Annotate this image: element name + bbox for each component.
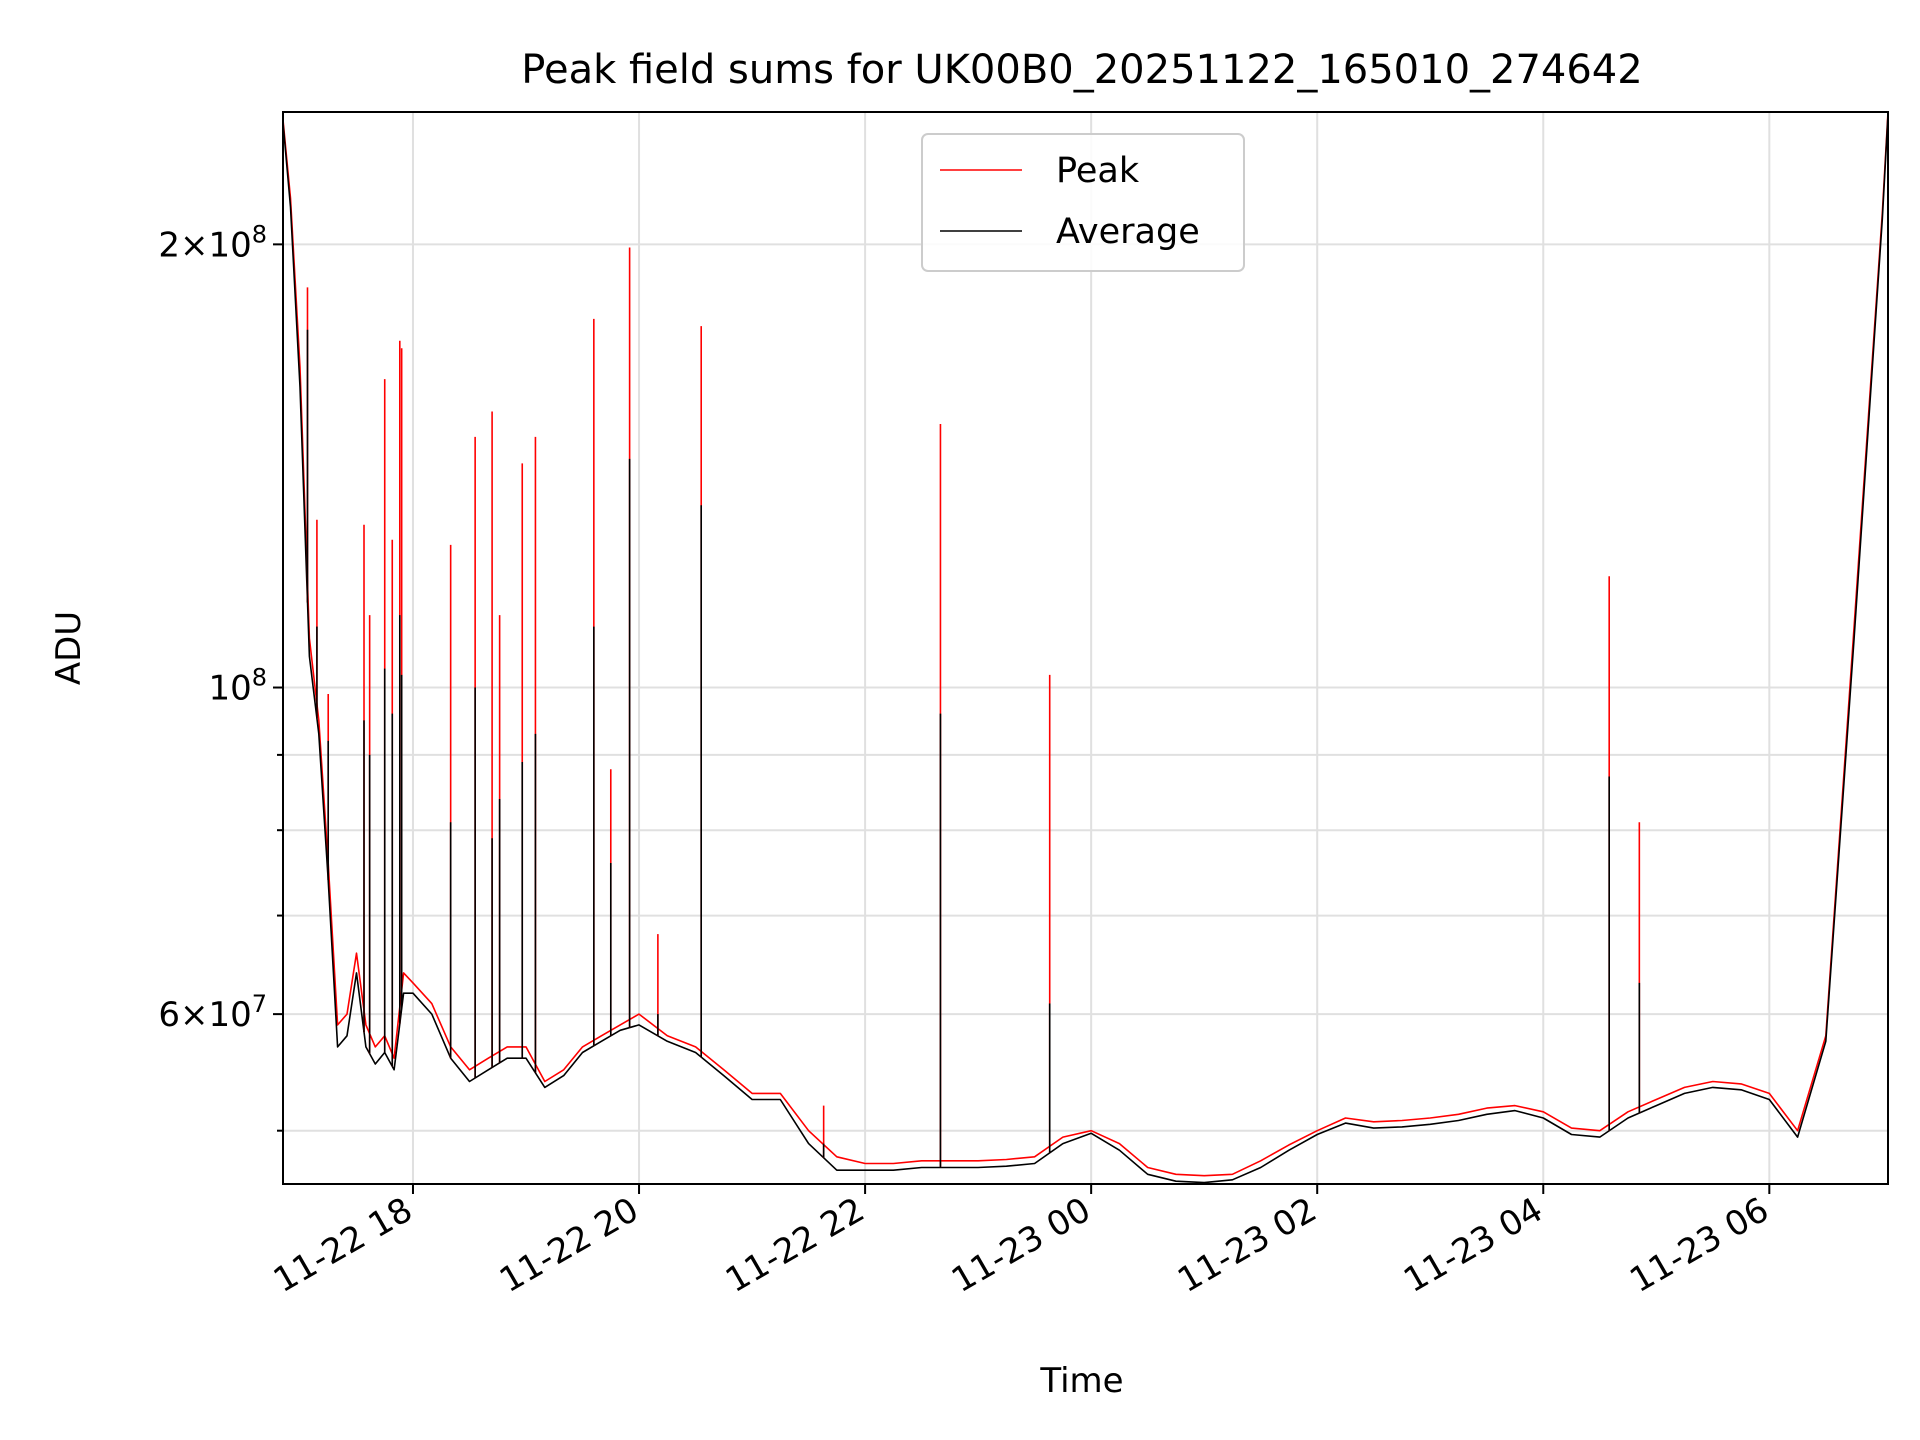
plot-frame (282, 111, 1889, 1185)
y-tick-label: 6×107 (158, 990, 267, 1035)
y-axis-label: ADU (49, 611, 89, 685)
legend-peak-label: Peak (1056, 151, 1140, 191)
series-line-average (283, 114, 1888, 1184)
chart-title: Peak field sums for UK00B0_20251122_1650… (521, 47, 1642, 93)
plot-data (283, 112, 1888, 1184)
x-axis-label: Time (1039, 1361, 1123, 1401)
legend-box (921, 133, 1245, 272)
legend: Peak Average (921, 133, 1245, 272)
y-tick-label: 2×108 (158, 220, 267, 265)
legend-average-label: Average (1056, 212, 1200, 252)
